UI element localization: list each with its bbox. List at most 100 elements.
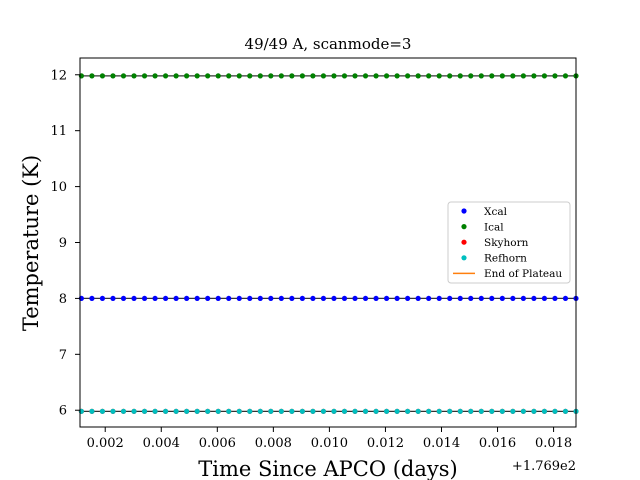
- data-point-refhorn: [194, 408, 200, 414]
- data-point-refhorn: [394, 408, 400, 414]
- y-tick-label: 11: [50, 124, 67, 139]
- data-point-xcal: [184, 295, 190, 302]
- x-tick-label: 0.016: [479, 436, 516, 451]
- series-refhorn: [78, 408, 579, 414]
- data-point-ical: [184, 73, 190, 79]
- data-point-ical: [499, 73, 505, 79]
- x-axis: 0.002 0.004 0.006 0.008 0.010 0.012 0.014 0.016…: [87, 427, 572, 451]
- data-point-ical: [331, 73, 337, 79]
- data-point-ical: [489, 73, 495, 79]
- data-point-xcal: [562, 295, 569, 302]
- plot-area: [78, 57, 579, 428]
- data-point-ical: [510, 73, 516, 79]
- data-point-refhorn: [162, 408, 169, 414]
- data-point-refhorn: [405, 408, 411, 414]
- data-point-xcal: [299, 295, 305, 302]
- y-tick-label: 9: [59, 236, 67, 251]
- data-point-xcal: [436, 295, 442, 302]
- data-point-ical: [110, 73, 116, 79]
- data-point-refhorn: [362, 408, 369, 414]
- data-point-xcal: [520, 295, 526, 302]
- data-point-xcal: [310, 295, 316, 302]
- data-point-ical: [226, 73, 232, 79]
- data-point-ical: [436, 73, 442, 79]
- data-point-refhorn: [426, 408, 432, 414]
- data-point-xcal: [394, 295, 400, 302]
- legend-label: Refhorn: [484, 253, 527, 265]
- data-point-refhorn: [373, 408, 379, 414]
- data-point-ical: [531, 73, 537, 79]
- data-point-xcal: [278, 295, 284, 302]
- data-point-refhorn: [268, 408, 274, 414]
- x-tick-label: 0.004: [143, 436, 180, 451]
- data-point-xcal: [205, 295, 211, 302]
- data-point-refhorn: [562, 408, 569, 414]
- data-point-refhorn: [520, 408, 526, 414]
- data-point-refhorn: [173, 408, 179, 414]
- data-point-refhorn: [215, 408, 221, 414]
- data-point-ical: [278, 73, 284, 79]
- data-point-xcal: [89, 295, 95, 302]
- legend-label: End of Plateau: [484, 268, 562, 280]
- data-point-refhorn: [257, 408, 263, 414]
- data-point-ical: [541, 73, 548, 79]
- data-point-ical: [89, 73, 95, 79]
- data-point-ical: [520, 73, 526, 79]
- data-point-ical: [131, 73, 137, 79]
- chart-title: 49/49 A, scanmode=3: [245, 35, 412, 53]
- data-point-ical: [247, 73, 253, 79]
- data-point-ical: [447, 73, 453, 79]
- data-point-ical: [552, 73, 558, 79]
- legend-marker: [461, 255, 467, 261]
- data-point-xcal: [489, 295, 495, 302]
- data-point-ical: [141, 73, 148, 79]
- x-tick-label: 0.014: [423, 436, 460, 451]
- legend-marker: [461, 208, 467, 214]
- x-tick-label: 0.010: [311, 436, 348, 451]
- data-point-xcal: [478, 295, 484, 302]
- y-tick-label: 6: [59, 404, 67, 419]
- legend-label: Xcal: [484, 206, 508, 218]
- data-point-ical: [194, 73, 200, 79]
- data-point-xcal: [247, 295, 253, 302]
- data-point-xcal: [162, 295, 169, 302]
- y-axis-label: Temperature (K): [19, 155, 43, 331]
- data-point-xcal: [194, 295, 200, 302]
- data-point-refhorn: [152, 408, 158, 414]
- data-point-ical: [394, 73, 400, 79]
- data-point-xcal: [457, 295, 463, 302]
- data-point-refhorn: [247, 408, 253, 414]
- data-point-refhorn: [236, 408, 242, 414]
- data-point-refhorn: [552, 408, 558, 414]
- data-point-refhorn: [89, 408, 95, 414]
- y-tick-label: 10: [50, 180, 67, 195]
- x-tick-label: 0.008: [255, 436, 292, 451]
- data-point-ical: [310, 73, 316, 79]
- data-point-refhorn: [436, 408, 442, 414]
- data-point-xcal: [447, 295, 453, 302]
- data-point-ical: [162, 73, 169, 79]
- data-point-xcal: [226, 295, 232, 302]
- data-point-refhorn: [468, 408, 474, 414]
- data-point-xcal: [373, 295, 379, 302]
- y-axis: 6 7 8 9 10 11 12: [50, 68, 80, 419]
- data-point-xcal: [552, 295, 558, 302]
- data-point-xcal: [268, 295, 274, 302]
- data-point-refhorn: [289, 408, 295, 414]
- data-point-refhorn: [226, 408, 232, 414]
- legend-label: Skyhorn: [484, 237, 529, 249]
- data-point-xcal: [120, 295, 127, 302]
- data-point-xcal: [383, 295, 390, 302]
- data-point-ical: [299, 73, 305, 79]
- data-point-ical: [215, 73, 221, 79]
- data-point-xcal: [320, 295, 327, 302]
- data-point-xcal: [362, 295, 369, 302]
- legend-box: [447, 201, 571, 284]
- data-point-refhorn: [299, 408, 305, 414]
- data-point-refhorn: [320, 408, 327, 414]
- data-point-ical: [289, 73, 295, 79]
- data-point-refhorn: [352, 408, 358, 414]
- data-point-xcal: [499, 295, 505, 302]
- data-point-xcal: [141, 295, 148, 302]
- data-point-xcal: [331, 295, 337, 302]
